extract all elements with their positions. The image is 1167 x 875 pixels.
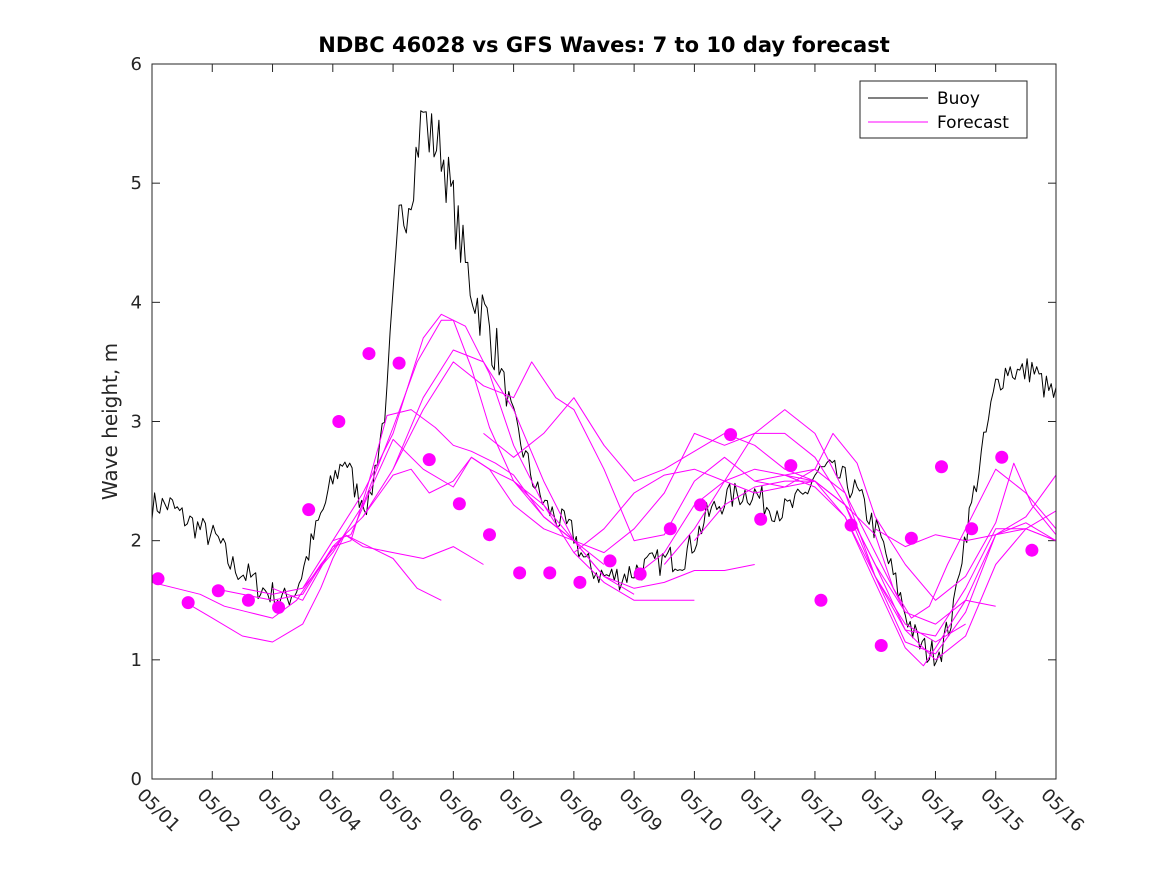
forecast-series-line: [784, 432, 1056, 601]
forecast-point: [965, 522, 979, 536]
forecast-series-line: [362, 349, 755, 589]
forecast-point: [362, 347, 376, 361]
x-tick-label: 05/09: [615, 785, 667, 837]
forecast-series-line: [392, 361, 815, 542]
x-tick-label: 05/11: [735, 785, 787, 837]
buoy-series-line: [152, 110, 1056, 667]
x-tick-label: 05/08: [554, 785, 606, 837]
x-tick-label: 05/02: [193, 785, 245, 837]
forecast-point: [573, 575, 587, 589]
y-tick-label: 4: [131, 292, 142, 313]
forecast-point: [392, 356, 406, 370]
x-tick-label: 05/16: [1036, 785, 1088, 837]
x-tick-label: 05/15: [976, 785, 1028, 837]
y-tick-label: 1: [131, 650, 142, 671]
x-tick-label: 05/03: [253, 785, 305, 837]
forecast-point: [663, 522, 677, 536]
forecast-point: [633, 567, 647, 581]
forecast-series-line: [814, 468, 1056, 619]
x-tick-label: 05/10: [675, 785, 727, 837]
forecast-point: [332, 415, 346, 428]
forecast-series-line: [874, 474, 1056, 548]
x-tick-label: 05/01: [132, 785, 184, 837]
forecast-point: [302, 503, 316, 517]
forecast-series-line: [152, 534, 442, 619]
forecast-point: [874, 639, 888, 653]
forecast-series-line: [754, 474, 1056, 667]
forecast-series-line: [663, 409, 1056, 655]
y-tick-label: 5: [131, 173, 142, 194]
forecast-point: [1055, 514, 1056, 520]
forecast-series-line: [181, 534, 484, 643]
y-axis-label: Wave height, m: [98, 343, 122, 500]
forecast-series-line: [332, 313, 695, 601]
x-tick-label: 05/06: [434, 785, 486, 837]
forecast-series-line: [302, 319, 635, 595]
forecast-point: [543, 566, 557, 580]
forecast-point: [422, 453, 436, 467]
x-tick-label: 05/12: [795, 785, 847, 837]
x-tick-label: 05/07: [494, 785, 546, 837]
forecast-series-line: [573, 468, 996, 625]
forecast-point: [272, 600, 286, 614]
plot-background: [152, 64, 1056, 779]
forecast-point: [603, 554, 617, 568]
chart-title: NDBC 46028 vs GFS Waves: 7 to 10 day for…: [318, 33, 889, 57]
plot-frame: [151, 63, 1057, 780]
y-tick-label: 0: [131, 769, 142, 790]
forecast-point: [693, 498, 707, 512]
x-tick-label: 05/04: [313, 785, 365, 837]
forecast-point: [152, 572, 165, 586]
forecast-point: [934, 460, 948, 474]
x-tick-label: 05/13: [856, 785, 908, 837]
legend: Buoy Forecast: [859, 80, 1028, 139]
series-lines: [152, 110, 1056, 667]
legend-forecast-label: Forecast: [937, 113, 1009, 133]
x-tick-label: 05/05: [374, 785, 426, 837]
forecast-point: [482, 528, 496, 542]
legend-box: [859, 80, 1028, 139]
forecast-point: [1086, 439, 1099, 452]
x-tick-label: 05/14: [916, 785, 968, 837]
y-tick-label: 3: [131, 412, 142, 433]
forecast-point: [754, 512, 768, 526]
forecast-point: [513, 566, 527, 580]
forecast-series-line: [242, 438, 575, 595]
forecast-point: [784, 459, 798, 473]
legend-buoy-label: Buoy: [937, 89, 980, 109]
forecast-point: [995, 450, 1009, 464]
forecast-markers: [152, 347, 1099, 653]
forecast-point: [1025, 543, 1039, 557]
forecast-point: [241, 593, 255, 607]
forecast-series-line: [513, 432, 966, 643]
y-tick-label: 2: [131, 531, 142, 552]
forecast-point: [724, 428, 738, 442]
forecast-point: [814, 593, 828, 607]
forecast-series-line: [272, 409, 605, 601]
forecast-point: [211, 584, 225, 598]
y-tick-label: 6: [131, 54, 142, 75]
forecast-point: [904, 531, 918, 545]
forecast-point: [181, 596, 195, 610]
forecast-point: [452, 497, 466, 511]
forecast-point: [844, 518, 858, 532]
